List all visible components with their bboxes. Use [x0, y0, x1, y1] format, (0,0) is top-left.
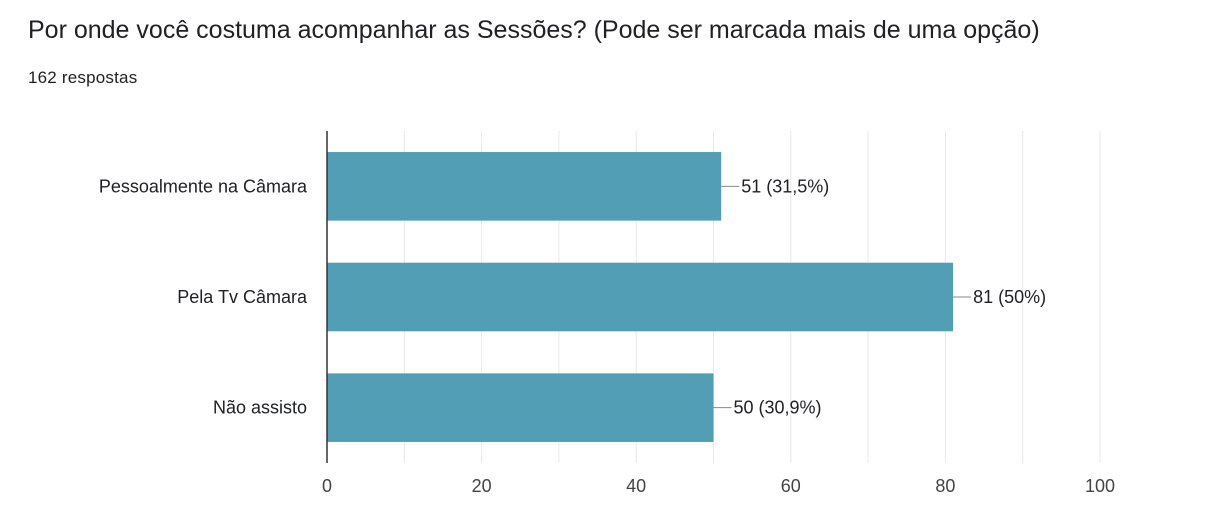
chart-title: Por onde você costuma acompanhar as Sess…	[28, 16, 1040, 44]
data-label: 51 (31,5%)	[741, 176, 829, 196]
x-tick-label: 80	[935, 476, 955, 496]
category-label: Pessoalmente na Câmara	[99, 176, 308, 196]
category-label: Pela Tv Câmara	[177, 287, 308, 307]
x-tick-labels: 0 20 40 60 80 100	[322, 476, 1115, 496]
bar	[327, 152, 722, 221]
bar	[327, 373, 714, 442]
bar	[327, 262, 954, 332]
x-tick-label: 60	[781, 476, 801, 496]
x-tick-label: 100	[1085, 476, 1115, 496]
category-label: Não assisto	[213, 398, 307, 418]
bars	[327, 152, 972, 442]
x-tick-label: 20	[472, 476, 492, 496]
x-tick-label: 40	[626, 476, 646, 496]
x-tick-label: 0	[322, 476, 332, 496]
data-label: 81 (50%)	[973, 287, 1046, 307]
response-count: 162 respostas	[28, 68, 138, 87]
data-label: 50 (30,9%)	[734, 398, 822, 418]
category-labels: 51 (31,5%) Pessoalmente na Câmara 81 (50%)…	[99, 176, 1046, 417]
